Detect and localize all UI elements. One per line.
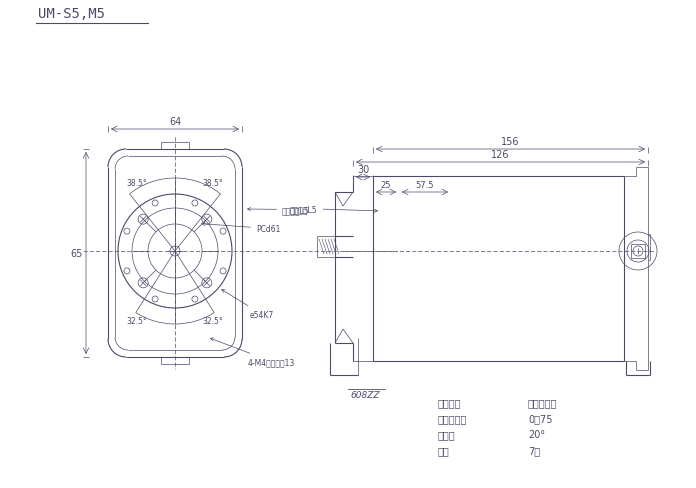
Text: 0．75: 0．75	[528, 413, 553, 423]
Text: 歯車名称: 歯車名称	[438, 397, 461, 407]
Text: 32.5°: 32.5°	[127, 317, 148, 326]
Text: 38.5°: 38.5°	[203, 179, 223, 188]
Text: e54K7: e54K7	[222, 290, 274, 319]
Text: 歯数: 歯数	[438, 445, 450, 455]
Text: 156: 156	[501, 137, 520, 147]
Text: 38.5°: 38.5°	[127, 179, 148, 188]
Text: 57.5: 57.5	[416, 181, 434, 190]
Text: 25: 25	[381, 181, 391, 190]
Text: 4-M4ネジ有劑13: 4-M4ネジ有劑13	[210, 338, 295, 366]
Text: 圧力角: 圧力角	[438, 429, 456, 439]
Text: 30: 30	[357, 164, 369, 175]
Text: ハスバ歯車: ハスバ歯車	[528, 397, 557, 407]
Text: 有効歯幅L5: 有効歯幅L5	[290, 204, 377, 214]
Text: 64: 64	[169, 117, 181, 127]
Text: 有効歯幅L5: 有効歯幅L5	[248, 205, 310, 215]
Text: 20°: 20°	[528, 429, 545, 439]
Text: 65: 65	[70, 248, 83, 259]
Text: 608ZZ: 608ZZ	[350, 390, 379, 399]
Bar	[631, 244, 645, 259]
Text: 7枚: 7枚	[528, 445, 540, 455]
Text: UM-S5,M5: UM-S5,M5	[38, 7, 105, 21]
Text: PCd61: PCd61	[202, 223, 280, 234]
Text: 126: 126	[491, 150, 509, 160]
Text: 32.5°: 32.5°	[203, 317, 223, 326]
Text: モジュール: モジュール	[438, 413, 468, 423]
